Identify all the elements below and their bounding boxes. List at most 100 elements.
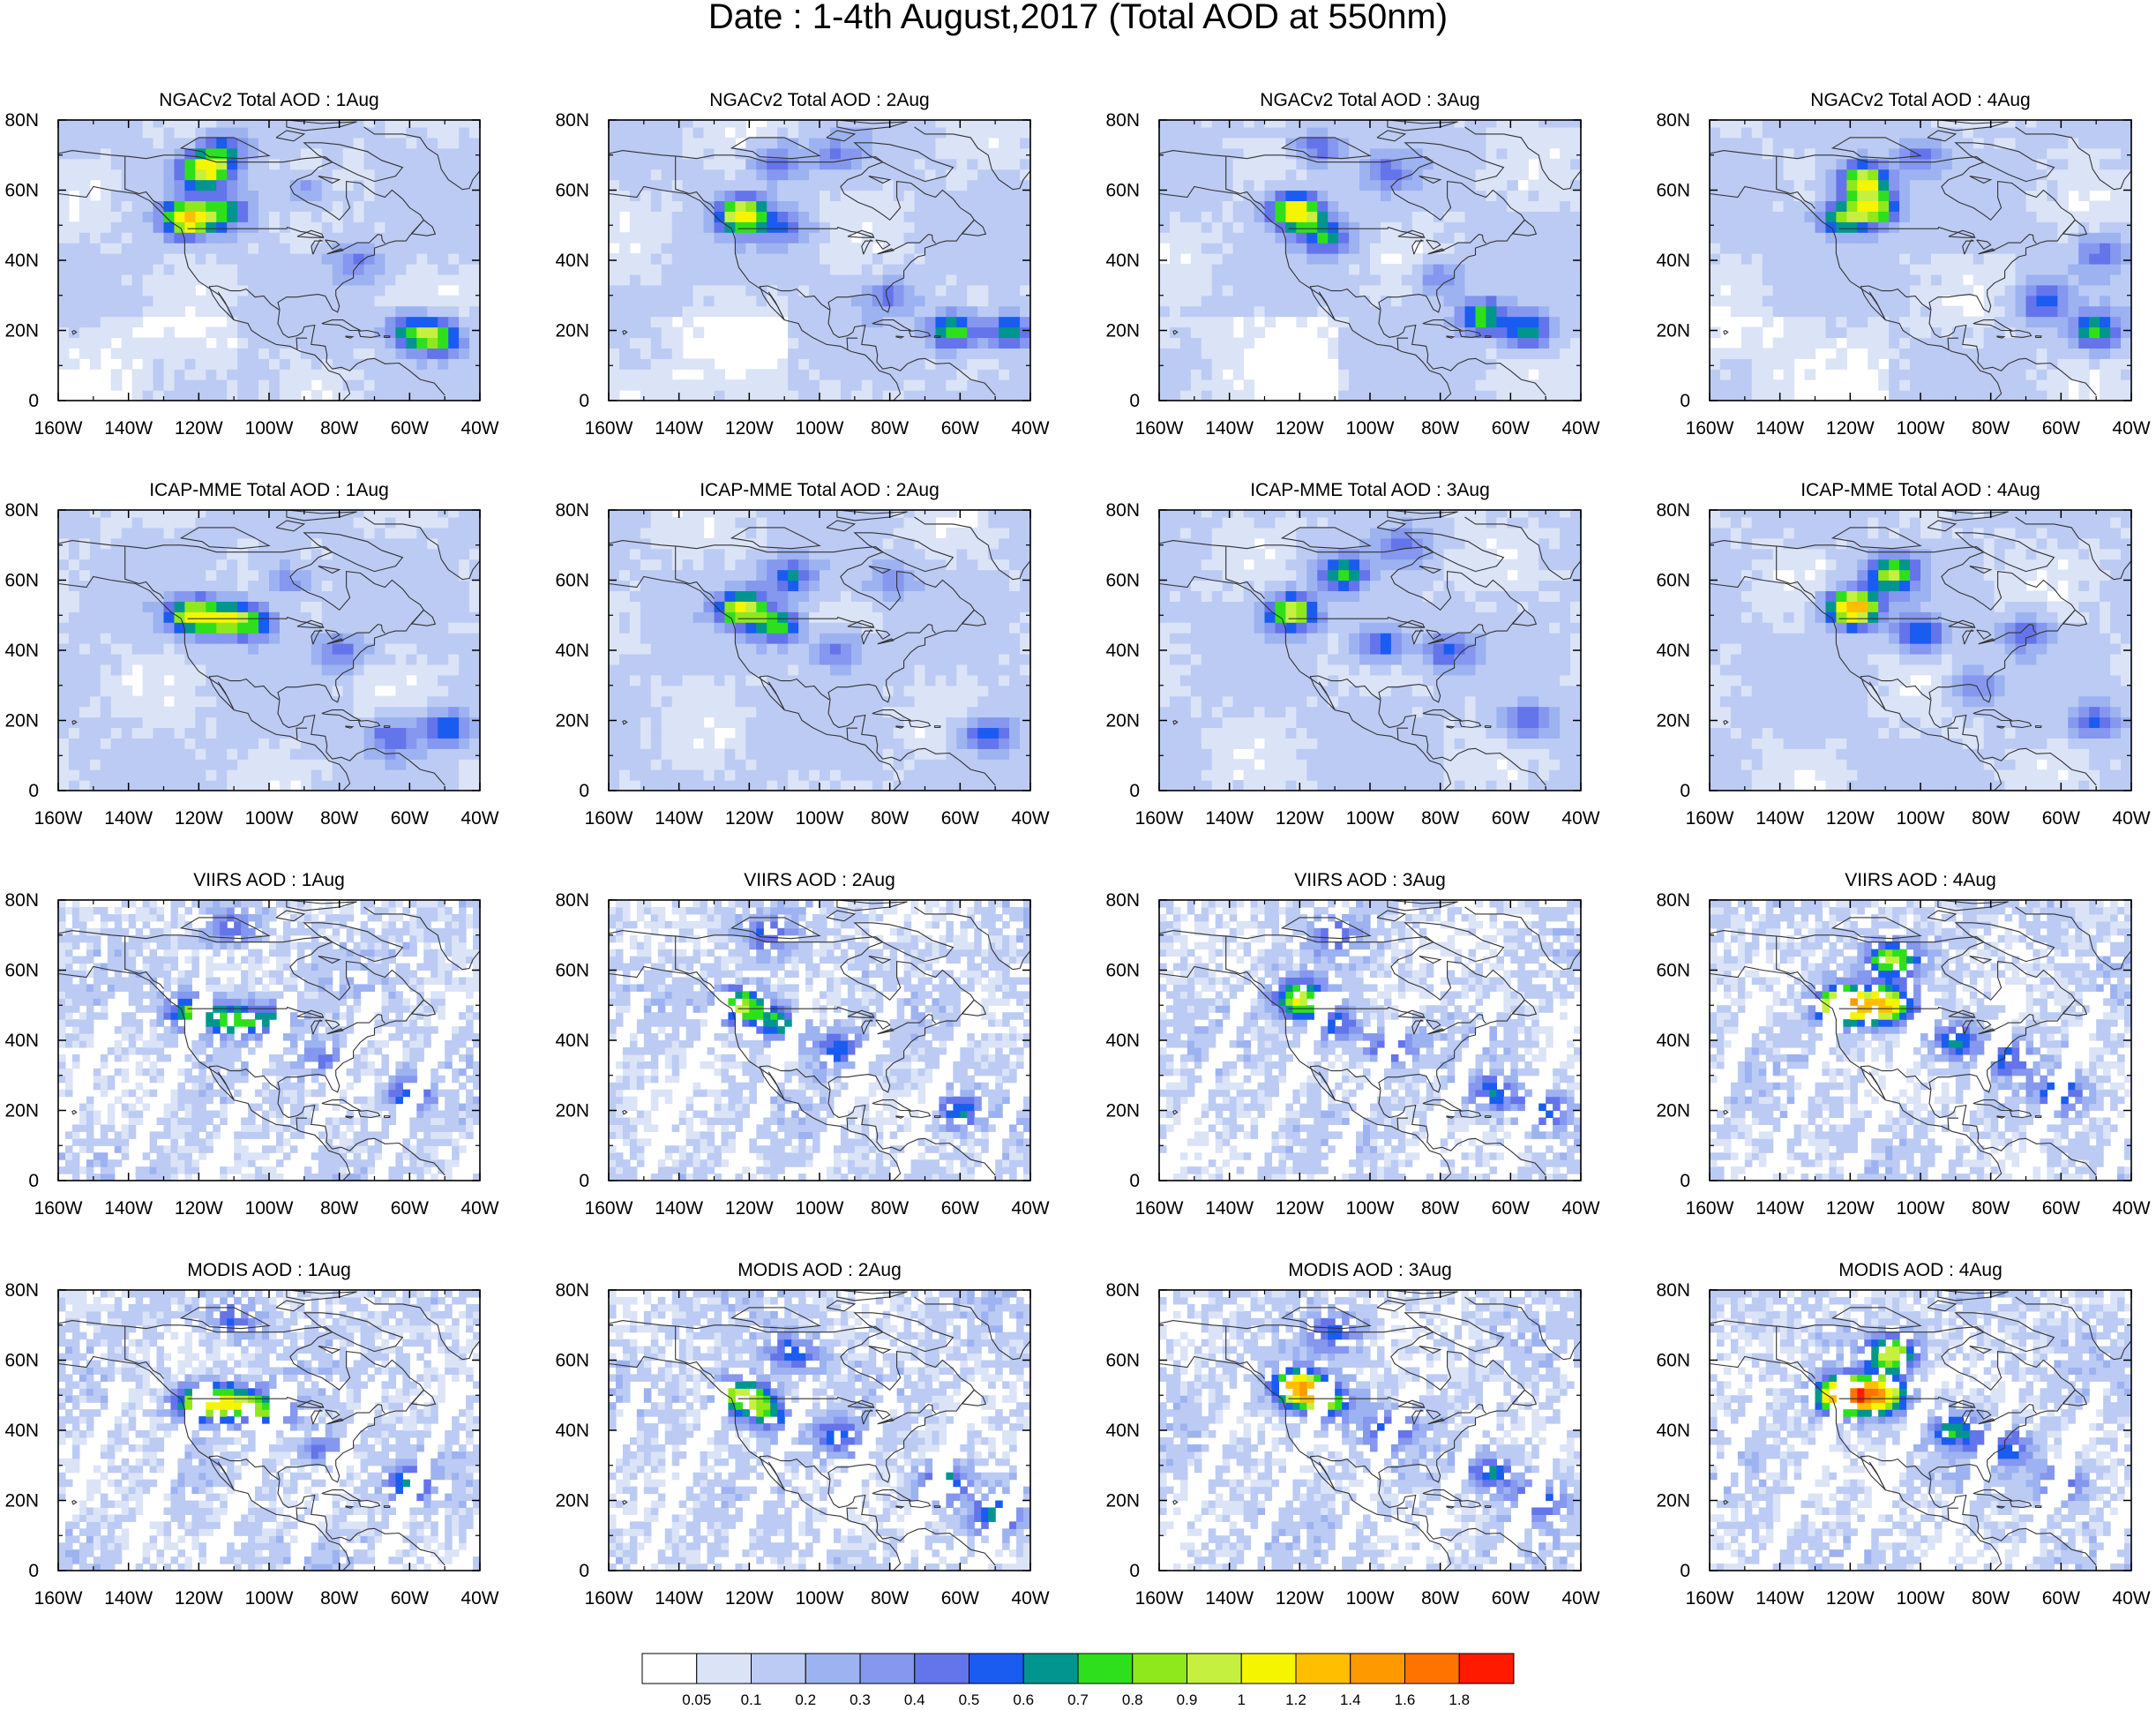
map-panel: VIIRS AOD : 2Aug 160W 140W 120W 100W 80W 60W 40… bbox=[555, 870, 1049, 1219]
lon-tick-label: 60W bbox=[941, 808, 979, 829]
lat-tick-label: 20N bbox=[1656, 711, 1690, 731]
colorbar-swatch bbox=[859, 1653, 916, 1684]
lat-tick-label: 60N bbox=[4, 1351, 39, 1371]
lat-tick-label: 40N bbox=[1656, 641, 1690, 661]
colorbar-swatch bbox=[641, 1653, 698, 1684]
panel-title: ICAP-MME Total AOD : 1Aug bbox=[149, 480, 389, 500]
panel-title: MODIS AOD : 2Aug bbox=[737, 1260, 902, 1280]
map-panel: MODIS AOD : 2Aug 160W 140W 120W 100W 80W 60W 40… bbox=[555, 1260, 1049, 1609]
lon-tick-label: 160W bbox=[1686, 418, 1734, 439]
lon-tick-label: 80W bbox=[871, 808, 909, 829]
lon-tick-label: 120W bbox=[1276, 808, 1324, 829]
map-panel: NGACv2 Total AOD : 4Aug 160W 140W 120W 100W 8… bbox=[1656, 90, 2150, 439]
lon-tick-label: 40W bbox=[1011, 1198, 1049, 1219]
coastlines bbox=[58, 1290, 480, 1571]
aod-field bbox=[58, 900, 480, 1181]
lat-tick-label: 40N bbox=[4, 1031, 39, 1051]
lat-tick-label: 80N bbox=[1105, 500, 1140, 521]
colorbar-label: 1.2 bbox=[1285, 1691, 1306, 1708]
lon-tick-label: 40W bbox=[1011, 808, 1049, 829]
lon-tick-label: 60W bbox=[1492, 1198, 1530, 1219]
lat-tick-label: 20N bbox=[1105, 1101, 1140, 1121]
lat-tick-label: 40N bbox=[1656, 251, 1690, 271]
lat-tick-label: 80N bbox=[555, 500, 589, 521]
lat-tick-label: 80N bbox=[1656, 890, 1690, 911]
lon-tick-label: 100W bbox=[245, 1588, 294, 1609]
colorbar-label: 0.9 bbox=[1177, 1691, 1198, 1708]
coastlines bbox=[1710, 510, 2131, 791]
lat-tick-label: 80N bbox=[4, 110, 39, 131]
lat-tick-label: 20N bbox=[4, 711, 39, 731]
lon-tick-label: 140W bbox=[104, 1588, 153, 1609]
lon-tick-label: 160W bbox=[34, 1588, 83, 1609]
lat-tick-label: 80N bbox=[555, 890, 589, 911]
lon-tick-label: 40W bbox=[1561, 808, 1599, 829]
lat-tick-label: 80N bbox=[1105, 110, 1140, 131]
lat-tick-label: 0 bbox=[1129, 781, 1140, 801]
lat-tick-label: 80N bbox=[1656, 500, 1690, 521]
coastlines bbox=[1159, 1290, 1581, 1571]
colorbar-label: 0.4 bbox=[904, 1691, 925, 1708]
lon-tick-label: 100W bbox=[245, 808, 294, 829]
coastlines bbox=[609, 1290, 1030, 1571]
lon-tick-label: 60W bbox=[391, 808, 429, 829]
lon-tick-label: 140W bbox=[1755, 1588, 1804, 1609]
lon-tick-label: 120W bbox=[725, 1198, 774, 1219]
panel-title: NGACv2 Total AOD : 1Aug bbox=[159, 90, 378, 110]
lon-tick-label: 80W bbox=[320, 808, 358, 829]
colorbar-label: 0.05 bbox=[682, 1691, 711, 1708]
lon-tick-label: 120W bbox=[725, 1588, 774, 1609]
lon-tick-label: 140W bbox=[655, 418, 703, 439]
lon-tick-label: 40W bbox=[2112, 418, 2150, 439]
lat-tick-label: 40N bbox=[555, 251, 589, 271]
lon-tick-label: 40W bbox=[1011, 1588, 1049, 1609]
colorbar-label: 1.6 bbox=[1395, 1691, 1416, 1708]
map-panel: VIIRS AOD : 1Aug 160W 140W 120W 100W 80W 60W 40… bbox=[4, 870, 498, 1219]
lat-tick-label: 0 bbox=[1129, 391, 1140, 411]
lon-tick-label: 120W bbox=[725, 808, 774, 829]
lon-tick-label: 160W bbox=[1135, 418, 1184, 439]
lon-tick-label: 120W bbox=[175, 418, 223, 439]
colorbar: 0.05 0.1 0.2 0.3 0.4 0.5 0.6 0.7 0.8 0.9 1 1.2 1.4 1.… bbox=[641, 1653, 1515, 1708]
lon-tick-label: 100W bbox=[796, 1198, 844, 1219]
lat-tick-label: 40N bbox=[1105, 1421, 1140, 1441]
aod-field bbox=[609, 1290, 1030, 1571]
lon-tick-label: 80W bbox=[1421, 808, 1459, 829]
panel-title: ICAP-MME Total AOD : 3Aug bbox=[1250, 480, 1490, 500]
map-panel: NGACv2 Total AOD : 1Aug 160W 140W 120W 100W 8… bbox=[4, 90, 498, 439]
panel-title: MODIS AOD : 4Aug bbox=[1838, 1260, 2003, 1280]
colorbar-label: 0.7 bbox=[1067, 1691, 1089, 1708]
colorbar-label: 1.8 bbox=[1449, 1691, 1470, 1708]
lon-tick-label: 100W bbox=[1897, 418, 1945, 439]
coastlines bbox=[1710, 1290, 2131, 1571]
lon-tick-label: 120W bbox=[1826, 1198, 1875, 1219]
lon-tick-label: 100W bbox=[1346, 1588, 1395, 1609]
lon-tick-label: 80W bbox=[871, 1588, 909, 1609]
aod-field bbox=[1159, 900, 1581, 1181]
lon-tick-label: 80W bbox=[1421, 418, 1459, 439]
panel-title: VIIRS AOD : 1Aug bbox=[193, 870, 345, 890]
lat-tick-label: 20N bbox=[555, 321, 589, 341]
panel-title: MODIS AOD : 3Aug bbox=[1288, 1260, 1452, 1280]
panel-title: NGACv2 Total AOD : 3Aug bbox=[1260, 90, 1479, 110]
lat-tick-label: 0 bbox=[1680, 781, 1690, 801]
aod-field bbox=[609, 900, 1030, 1181]
colorbar-swatch bbox=[1187, 1653, 1242, 1684]
aod-field bbox=[58, 510, 480, 791]
aod-field bbox=[1159, 120, 1581, 401]
aod-field bbox=[1710, 900, 2131, 1181]
colorbar-label: 0.8 bbox=[1122, 1691, 1143, 1708]
lon-tick-label: 140W bbox=[104, 1198, 153, 1219]
lat-tick-label: 20N bbox=[4, 1101, 39, 1121]
lat-tick-label: 0 bbox=[1680, 1171, 1690, 1191]
lon-tick-label: 140W bbox=[1205, 808, 1254, 829]
map-panel: ICAP-MME Total AOD : 4Aug 160W 140W 120W 100… bbox=[1656, 480, 2150, 829]
lon-tick-label: 40W bbox=[2112, 1198, 2150, 1219]
lat-tick-label: 60N bbox=[555, 961, 589, 981]
lat-tick-label: 20N bbox=[1105, 1491, 1140, 1511]
colorbar-label: 0.2 bbox=[795, 1691, 816, 1708]
lat-tick-label: 0 bbox=[579, 1561, 589, 1581]
lat-tick-label: 0 bbox=[28, 1561, 39, 1581]
coastlines bbox=[1159, 510, 1581, 791]
panel-title: NGACv2 Total AOD : 2Aug bbox=[709, 90, 929, 110]
